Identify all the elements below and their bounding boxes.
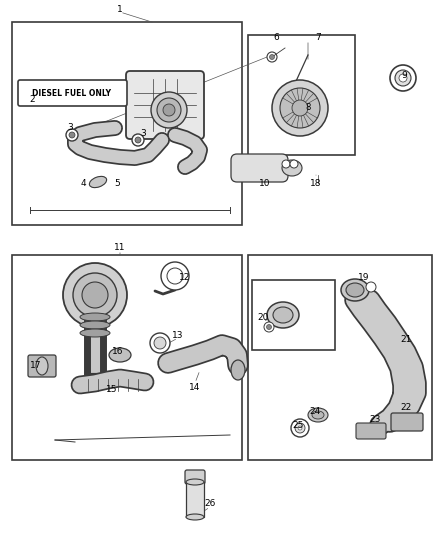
- Text: 20: 20: [257, 313, 268, 322]
- Ellipse shape: [186, 514, 204, 520]
- Ellipse shape: [308, 408, 328, 422]
- Ellipse shape: [80, 321, 110, 329]
- Circle shape: [132, 134, 144, 146]
- Circle shape: [399, 74, 407, 82]
- Circle shape: [135, 137, 141, 143]
- Text: 4: 4: [80, 179, 86, 188]
- Circle shape: [272, 80, 328, 136]
- Text: DIESEL FUEL ONLY: DIESEL FUEL ONLY: [32, 88, 112, 98]
- Ellipse shape: [186, 479, 204, 485]
- Text: 8: 8: [305, 102, 311, 111]
- Text: 7: 7: [315, 33, 321, 42]
- FancyBboxPatch shape: [391, 413, 423, 431]
- Text: 12: 12: [179, 273, 191, 282]
- Circle shape: [292, 100, 308, 116]
- Text: 22: 22: [400, 403, 412, 413]
- Text: 24: 24: [309, 408, 321, 416]
- Ellipse shape: [109, 348, 131, 362]
- Circle shape: [269, 54, 275, 60]
- Ellipse shape: [282, 160, 302, 176]
- Circle shape: [395, 70, 411, 86]
- Circle shape: [390, 65, 416, 91]
- Ellipse shape: [267, 302, 299, 328]
- FancyBboxPatch shape: [231, 154, 288, 182]
- FancyBboxPatch shape: [28, 355, 56, 377]
- Bar: [248, 255, 432, 460]
- Text: 13: 13: [172, 330, 184, 340]
- Text: 11: 11: [114, 243, 126, 252]
- Text: 1: 1: [117, 5, 123, 14]
- Circle shape: [282, 160, 290, 168]
- Text: 16: 16: [112, 348, 124, 357]
- Text: 6: 6: [273, 33, 279, 42]
- Ellipse shape: [80, 329, 110, 337]
- Circle shape: [280, 88, 320, 128]
- Bar: [12, 255, 242, 460]
- Ellipse shape: [36, 357, 48, 375]
- Circle shape: [267, 52, 277, 62]
- Ellipse shape: [312, 411, 324, 419]
- Circle shape: [154, 337, 166, 349]
- Bar: [252, 280, 335, 350]
- Circle shape: [151, 92, 187, 128]
- Ellipse shape: [80, 313, 110, 321]
- FancyBboxPatch shape: [185, 470, 205, 484]
- Circle shape: [73, 273, 117, 317]
- FancyBboxPatch shape: [126, 71, 204, 139]
- Circle shape: [82, 282, 108, 308]
- Ellipse shape: [231, 360, 245, 380]
- Text: 21: 21: [400, 335, 412, 344]
- Bar: [186, 482, 204, 517]
- Circle shape: [298, 426, 302, 430]
- Circle shape: [295, 423, 305, 433]
- Circle shape: [66, 129, 78, 141]
- Circle shape: [266, 325, 272, 329]
- Ellipse shape: [89, 176, 106, 188]
- Circle shape: [63, 263, 127, 327]
- Circle shape: [167, 268, 183, 284]
- Circle shape: [69, 132, 75, 138]
- Text: 3: 3: [67, 123, 73, 132]
- Text: 17: 17: [30, 360, 42, 369]
- Text: 10: 10: [259, 179, 271, 188]
- Ellipse shape: [341, 279, 369, 301]
- Circle shape: [150, 333, 170, 353]
- Text: 2: 2: [29, 94, 35, 103]
- Bar: [12, 22, 242, 225]
- Circle shape: [157, 98, 181, 122]
- Text: 5: 5: [114, 179, 120, 188]
- Text: 14: 14: [189, 384, 201, 392]
- Text: 18: 18: [310, 179, 322, 188]
- Circle shape: [264, 322, 274, 332]
- Text: 15: 15: [106, 385, 118, 394]
- Text: 23: 23: [369, 416, 381, 424]
- Text: 3: 3: [140, 130, 146, 139]
- Circle shape: [163, 104, 175, 116]
- FancyBboxPatch shape: [18, 80, 127, 106]
- FancyBboxPatch shape: [356, 423, 386, 439]
- Bar: [87, 323, 103, 375]
- Circle shape: [366, 282, 376, 292]
- Circle shape: [290, 160, 298, 168]
- Ellipse shape: [273, 307, 293, 323]
- Text: 25: 25: [292, 421, 304, 430]
- Ellipse shape: [346, 283, 364, 297]
- Circle shape: [291, 419, 309, 437]
- Text: 19: 19: [358, 273, 370, 282]
- Bar: [248, 35, 355, 155]
- Text: 26: 26: [204, 499, 215, 508]
- Circle shape: [161, 262, 189, 290]
- Text: 9: 9: [401, 70, 407, 79]
